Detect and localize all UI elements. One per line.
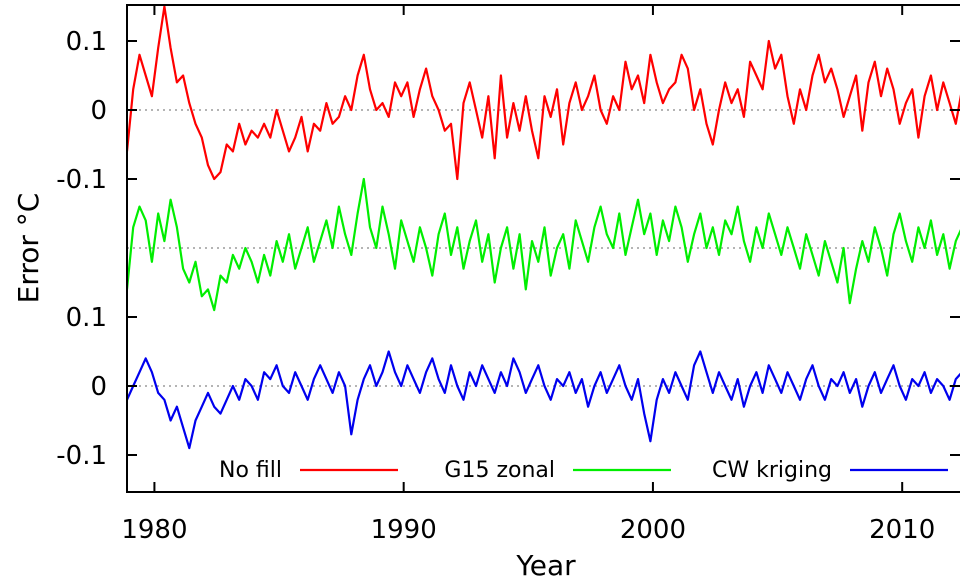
data-series: [128, 6, 960, 450]
y-tick-label: 0.1: [66, 27, 107, 57]
zero-reference-lines: [127, 109, 960, 387]
y-tick-label: 0: [90, 96, 107, 126]
series-line-no-fill: [128, 6, 960, 181]
legend-label-cw-kriging: CW kriging: [712, 458, 832, 483]
y-tick-label: -0.1: [56, 441, 107, 471]
legend-label-no-fill: No fill: [219, 458, 282, 483]
y-tick-label: 0: [90, 372, 107, 402]
series-line-g15-zonal: [128, 177, 960, 312]
plot-frame: [126, 4, 960, 493]
y-axis-title: Error °C: [12, 193, 45, 304]
y-axis: 0.1 0 -0.1 0.1 0 -0.1: [56, 27, 960, 471]
x-tick-label: 1980: [121, 515, 187, 545]
x-tick-label: 2010: [869, 515, 935, 545]
y-tick-label: 0.1: [66, 303, 107, 333]
x-tick-label: 2000: [620, 515, 686, 545]
y-tick-label: -0.1: [56, 165, 107, 195]
x-tick-label: 1990: [371, 515, 437, 545]
legend: No fill G15 zonal CW kriging: [219, 458, 948, 483]
x-axis-title: Year: [515, 549, 576, 579]
x-axis: 1980 1990 2000 2010: [121, 5, 935, 545]
legend-label-g15-zonal: G15 zonal: [444, 458, 555, 483]
series-line-cw-kriging: [128, 350, 960, 450]
